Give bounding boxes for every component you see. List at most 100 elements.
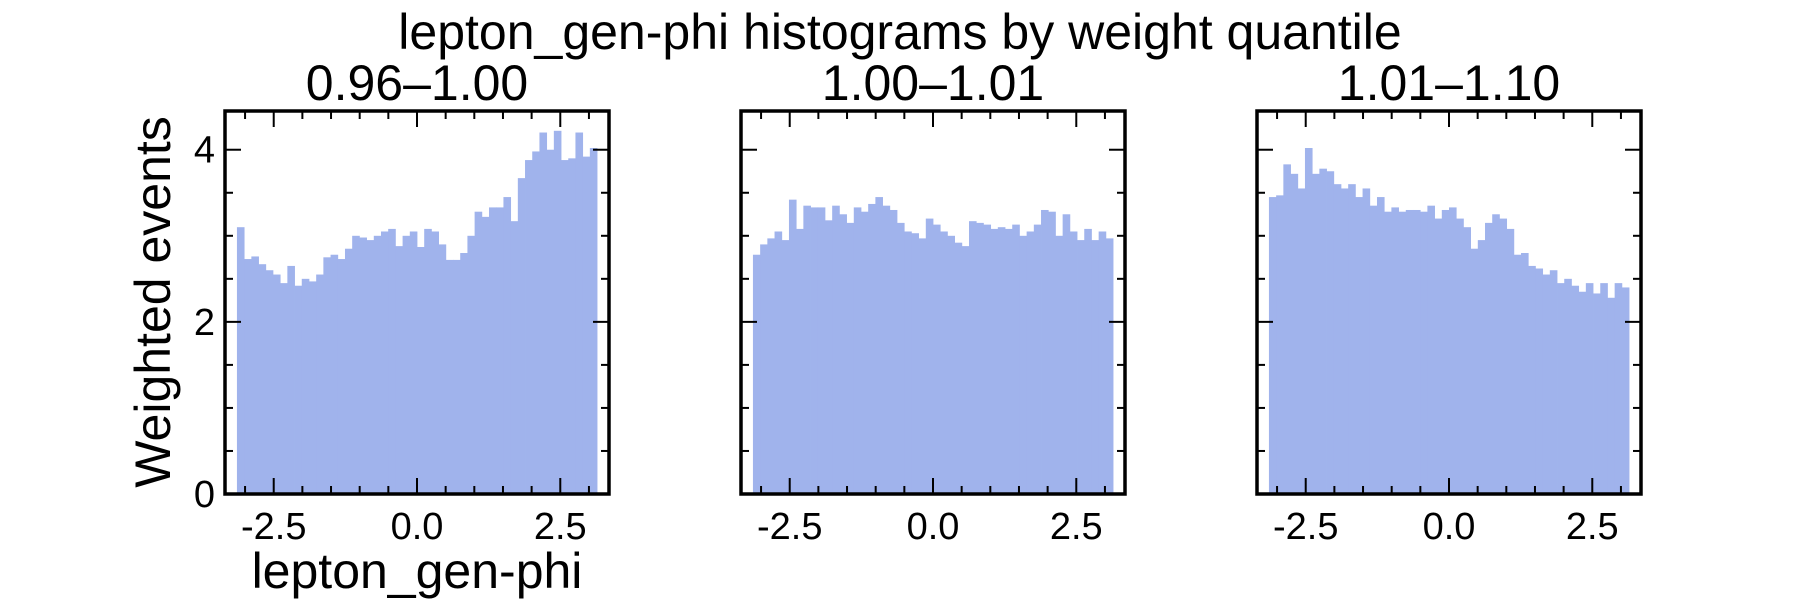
histogram-bar — [904, 231, 912, 495]
histogram-bar — [1362, 188, 1371, 494]
histogram-bar — [1026, 231, 1035, 495]
histogram-bar — [1549, 270, 1558, 494]
histogram-bar — [853, 207, 862, 494]
histogram-bar — [1384, 211, 1392, 494]
histogram-bar — [1376, 197, 1385, 494]
histogram-bar — [308, 281, 317, 494]
x-tick-label: 0.0 — [391, 506, 444, 548]
histogram-bar — [1542, 274, 1551, 494]
histogram-bar — [767, 238, 775, 494]
histogram-bar — [301, 278, 310, 494]
histogram-bar — [388, 228, 396, 494]
x-tick-label: 2.5 — [1566, 506, 1619, 548]
histogram-bar — [1319, 168, 1327, 495]
histogram-bar — [337, 259, 346, 494]
histogram-bar — [1348, 184, 1356, 494]
histogram-bar — [1105, 238, 1114, 494]
histogram-bar — [489, 207, 497, 494]
histogram-bar — [1012, 224, 1020, 495]
histogram-bar — [424, 228, 432, 494]
histogram-bar — [969, 221, 977, 495]
histogram-bar — [244, 259, 252, 494]
histogram-bar — [1434, 218, 1443, 494]
histogram-bar — [954, 242, 963, 494]
histogram-bar — [575, 132, 584, 494]
histogram-bar — [1564, 278, 1572, 494]
histogram-bar — [1091, 240, 1100, 494]
histogram-bar — [1477, 240, 1486, 494]
axis-ticks: -2.5 0.0 2.5 0 2 4 — [194, 111, 609, 548]
histogram-bar — [1077, 240, 1085, 494]
histogram-bar — [976, 222, 984, 494]
histogram-bar — [1463, 227, 1471, 494]
histogram-bar — [961, 246, 970, 494]
histogram-bar — [1019, 235, 1028, 495]
histogram-bar — [316, 274, 324, 494]
histogram-bar — [925, 218, 934, 494]
histogram-bar — [882, 205, 891, 495]
histogram-bar — [517, 178, 526, 494]
histogram-bar — [1621, 287, 1630, 494]
histogram-bar — [752, 254, 761, 494]
histogram-bar — [774, 231, 783, 495]
histogram-bar — [532, 151, 540, 494]
histogram-bar — [1312, 173, 1320, 494]
histogram-panel-0-96-1-00: 0.96–1.00 -2.5 0.0 2.5 0 2 4 lepton_gen-phi W… — [125, 55, 611, 599]
histogram-bar — [1098, 231, 1107, 495]
histogram-bar — [453, 259, 461, 494]
axis-ticks: -2.5 0.0 2.5 — [1257, 111, 1641, 548]
histogram-bar — [258, 264, 267, 494]
histogram-bar — [323, 257, 331, 494]
histogram-bar — [1326, 171, 1335, 494]
histogram-bar — [1297, 188, 1306, 494]
histogram-bar — [1585, 283, 1594, 494]
x-axis-label: lepton_gen-phi — [252, 543, 583, 599]
histogram-bar — [1333, 184, 1342, 494]
histogram-bar — [1405, 209, 1414, 495]
histogram-bar — [373, 235, 382, 495]
histogram-bar — [280, 283, 288, 494]
histogram-bar — [1420, 211, 1428, 494]
x-tick-label: -2.5 — [241, 506, 306, 548]
y-tick-label: 2 — [194, 302, 215, 344]
histogram-bar — [474, 211, 483, 494]
histogram-bars — [236, 130, 598, 495]
y-axis-label: Weighted events — [125, 116, 181, 488]
histogram-bar — [546, 149, 555, 495]
histogram-bar — [788, 199, 797, 494]
histogram-bar — [1391, 207, 1399, 494]
histogram-bar — [1571, 285, 1580, 494]
histogram-panel-1-00-1-01: 1.00–1.01 -2.5 0.0 2.5 — [739, 55, 1127, 548]
histogram-bar — [1033, 224, 1042, 495]
histogram-bar — [796, 228, 804, 494]
histogram-bar — [896, 222, 905, 494]
histogram-bar — [380, 231, 389, 495]
histogram-bar — [510, 221, 519, 495]
histogram-bar — [438, 244, 447, 494]
histogram-bar — [889, 209, 898, 495]
histogram-bar — [344, 248, 353, 494]
histogram-bar — [846, 222, 855, 494]
axes-frame — [1255, 109, 1643, 496]
histogram-bar — [287, 265, 295, 494]
histogram-bar — [1412, 209, 1421, 495]
histogram-bar — [1055, 235, 1064, 495]
histogram-bar — [1005, 228, 1013, 494]
histogram-bar — [467, 235, 476, 495]
histogram-bar — [760, 244, 768, 494]
x-tick-label: 0.0 — [1423, 506, 1476, 548]
histogram-bar — [272, 274, 281, 494]
histogram-bars — [752, 197, 1114, 495]
histogram-bar — [496, 207, 504, 494]
histogram-bar — [1304, 148, 1313, 494]
axes-frame — [223, 109, 611, 496]
histogram-bar — [1283, 164, 1291, 495]
histogram-bar — [1355, 197, 1363, 494]
histogram-bar — [839, 214, 847, 494]
histogram-bar — [330, 254, 339, 494]
histogram-bar — [402, 235, 411, 495]
histogram-bar — [352, 235, 360, 495]
histogram-bar — [781, 240, 790, 494]
histogram-bar — [1600, 283, 1608, 494]
